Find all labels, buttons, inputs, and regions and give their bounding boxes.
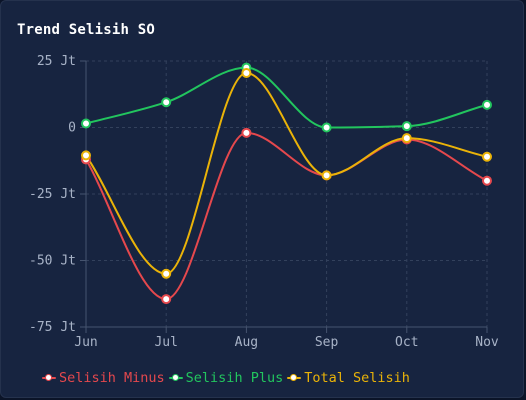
total-selisih-point[interactable] — [482, 151, 492, 162]
y-tick-label: 25 Jt — [37, 54, 76, 69]
legend-line-dot-icon — [168, 373, 183, 383]
legend-label: Selisih Plus — [185, 370, 284, 386]
y-tick-label: -75 Jt — [29, 320, 76, 335]
series-lines — [85, 66, 488, 301]
total-selisih-point[interactable] — [401, 133, 412, 144]
y-tick-label: -50 Jt — [29, 254, 76, 269]
x-tick-label: Oct — [395, 335, 418, 350]
total-selisih-point[interactable] — [161, 268, 172, 279]
total-selisih-point[interactable] — [321, 170, 332, 181]
selisih-plus-point[interactable] — [81, 118, 91, 129]
selisih-minus-point[interactable] — [161, 294, 172, 305]
x-tick-label: Aug — [235, 335, 258, 350]
data-points[interactable] — [81, 62, 492, 305]
legend-label: Total Selisih — [304, 370, 410, 386]
selisih-plus-point[interactable] — [482, 99, 492, 110]
legend-item-selisih-minus[interactable]: Selisih Minus — [42, 370, 165, 386]
x-tick-label: Jun — [74, 335, 97, 350]
x-tick-label: Sep — [315, 335, 339, 350]
selisih-minus-point[interactable] — [482, 175, 492, 186]
total-selisih-point[interactable] — [81, 150, 91, 161]
total-selisih-point[interactable] — [241, 67, 252, 78]
chart-title: Trend Selisih SO — [17, 22, 156, 38]
chart-legend: Selisih Minus Selisih Plus Total Selisih — [42, 370, 414, 386]
selisih-plus-point[interactable] — [401, 121, 412, 132]
legend-item-total-selisih[interactable]: Total Selisih — [287, 370, 410, 386]
selisih-minus-line — [85, 131, 488, 301]
selisih-minus-point[interactable] — [241, 127, 252, 138]
legend-line-dot-icon — [42, 373, 56, 383]
total-selisih-line — [85, 71, 488, 275]
selisih-plus-point[interactable] — [321, 122, 332, 133]
y-tick-label: 0 — [68, 121, 76, 136]
x-tick-label: Jul — [154, 335, 177, 350]
x-tick-label: Nov — [475, 335, 499, 350]
y-tick-label: -25 Jt — [29, 187, 76, 202]
selisih-plus-point[interactable] — [161, 97, 172, 108]
legend-label: Selisih Minus — [59, 370, 165, 386]
legend-item-selisih-plus[interactable]: Selisih Plus — [168, 370, 284, 386]
grid — [85, 60, 488, 328]
selisih-plus-line — [85, 66, 488, 129]
legend-line-dot-icon — [287, 373, 302, 383]
